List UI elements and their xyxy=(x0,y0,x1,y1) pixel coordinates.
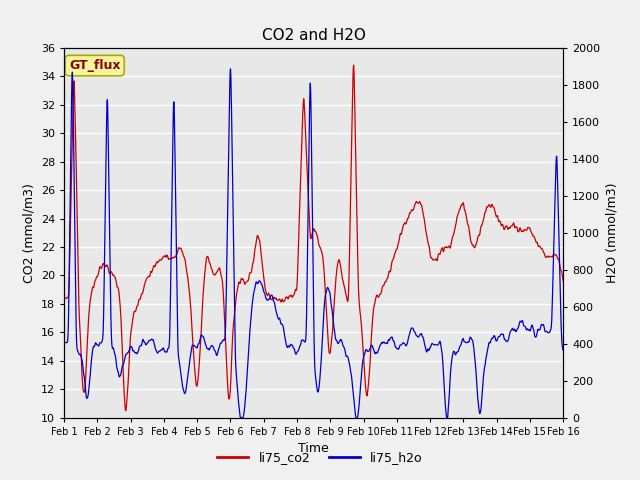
Text: GT_flux: GT_flux xyxy=(69,59,120,72)
Y-axis label: H2O (mmol/m3): H2O (mmol/m3) xyxy=(606,182,619,283)
Title: CO2 and H2O: CO2 and H2O xyxy=(262,28,365,43)
X-axis label: Time: Time xyxy=(298,442,329,455)
Y-axis label: CO2 (mmol/m3): CO2 (mmol/m3) xyxy=(22,183,35,283)
Legend: li75_co2, li75_h2o: li75_co2, li75_h2o xyxy=(212,446,428,469)
